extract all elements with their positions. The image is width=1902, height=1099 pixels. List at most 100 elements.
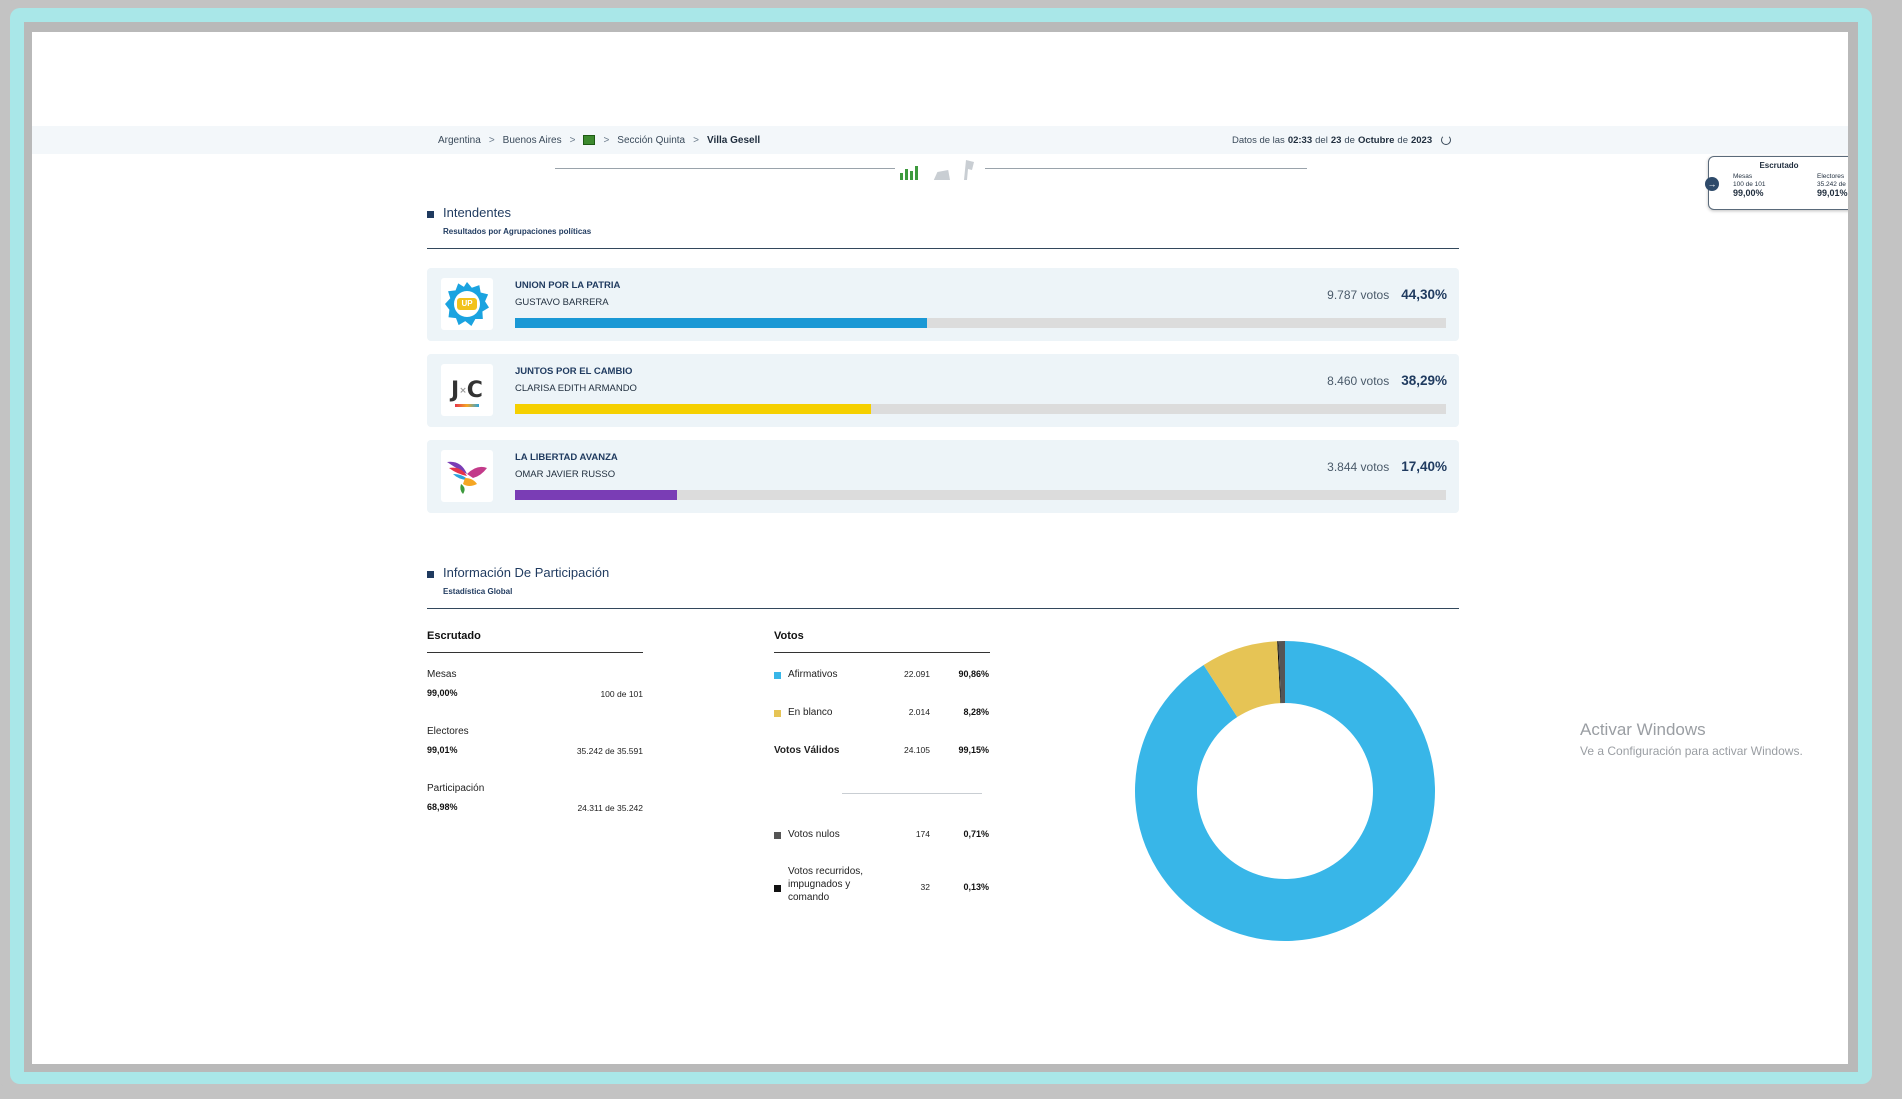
votos-count: 2.014 — [908, 707, 930, 717]
votos-validos-label: Votos Válidos — [774, 745, 840, 756]
switcher-divider — [985, 168, 1307, 169]
votos-nulos-label: Votos nulos — [788, 829, 840, 840]
votes-suffix: votos — [1360, 460, 1390, 474]
donut-slice-votos-recurridos-impugnados-y-comando[interactable] — [1277, 641, 1282, 704]
refresh-icon[interactable] — [1441, 135, 1452, 145]
updated-del: del — [1315, 134, 1328, 146]
widget-electores: Electores 35.242 de 99,01% — [1817, 173, 1848, 198]
flag-icon[interactable] — [964, 160, 974, 180]
progress-fill — [515, 490, 677, 500]
legend-swatch — [774, 672, 781, 679]
legend-swatch — [774, 885, 781, 892]
party-logo — [441, 450, 493, 502]
windows-activation-watermark: Activar Windows Ve a Configuración para … — [1580, 720, 1803, 758]
escrutado-title: Escrutado — [427, 630, 481, 642]
section-title: Intendentes — [443, 205, 511, 220]
breadcrumb-item-seccion[interactable]: Sección Quinta — [617, 134, 686, 146]
widget-mesas-detail: 100 de 101 — [1733, 181, 1766, 188]
breadcrumb-separator: > — [603, 134, 610, 146]
updated-year: 2023 — [1410, 134, 1433, 146]
votos-divider — [842, 793, 982, 794]
breadcrumb-current: Villa Gesell — [706, 134, 761, 146]
last-updated: Datos de las 02:33 del 23 de Octubre de … — [1232, 126, 1452, 154]
breadcrumb: Argentina > Buenos Aires > > Sección Qui… — [438, 126, 760, 154]
votos-recurridos-label: Votos recurridos, impugnados y comando — [788, 866, 864, 903]
escrutado-divider — [427, 652, 643, 653]
section-marker-icon — [427, 211, 434, 218]
votos-nulos-percent: 0,71% — [963, 829, 989, 839]
donut-slice-afirmativos[interactable] — [1135, 641, 1435, 941]
vote-count: 8.460 — [1327, 374, 1358, 388]
updated-prefix: Datos de las — [1232, 134, 1285, 146]
vote-summary: 3.844 votos 17,40% — [1327, 459, 1447, 474]
progress-fill — [515, 318, 928, 328]
progress-fill — [515, 404, 872, 414]
breadcrumb-separator: > — [488, 134, 495, 146]
jxc-logo-icon: J×C — [451, 378, 483, 407]
stat-detail: 35.242 de 35.591 — [576, 746, 643, 756]
breadcrumb-separator: > — [569, 134, 576, 146]
widget-electores-label: Electores — [1817, 173, 1845, 180]
votos-label: En blanco — [788, 707, 833, 718]
lla-logo-icon — [447, 461, 487, 494]
progress-track — [515, 404, 1446, 414]
updated-de: de — [1344, 134, 1355, 146]
vote-percent: 17,40% — [1401, 459, 1447, 474]
watermark-title: Activar Windows — [1580, 720, 1706, 739]
vote-count: 3.844 — [1327, 460, 1358, 474]
vote-summary: 9.787 votos 44,30% — [1327, 287, 1447, 302]
party-logo: UP — [441, 278, 493, 330]
breadcrumb-bar: Argentina > Buenos Aires > > Sección Qui… — [32, 126, 1848, 154]
party-name: JUNTOS POR EL CAMBIO — [515, 366, 633, 377]
votos-recurridos-percent: 0,13% — [963, 882, 989, 892]
section-divider — [427, 248, 1459, 249]
candidate-card[interactable]: J×C JUNTOS POR EL CAMBIO CLARISA EDITH A… — [427, 354, 1459, 427]
progress-track — [515, 490, 1446, 500]
results-page: Argentina > Buenos Aires > > Sección Qui… — [32, 32, 1848, 1064]
updated-time: 02:33 — [1287, 134, 1313, 146]
legend-swatch — [774, 832, 781, 839]
widget-electores-detail: 35.242 de — [1817, 181, 1846, 188]
party-name: UNION POR LA PATRIA — [515, 280, 621, 291]
votos-count: 22.091 — [904, 669, 930, 679]
legend-swatch — [774, 710, 781, 717]
candidate-card[interactable]: UP UNION POR LA PATRIA GUSTAVO BARRERA 9… — [427, 268, 1459, 341]
votos-label: Afirmativos — [788, 669, 838, 680]
donut-slice-votos-nulos[interactable] — [1278, 641, 1285, 704]
escrutado-widget[interactable]: → Escrutado Mesas 100 de 101 99,00% Elec… — [1705, 156, 1848, 210]
province-flag-icon[interactable] — [583, 135, 596, 145]
donut-slice-en-blanco[interactable] — [1203, 641, 1281, 718]
party-name: LA LIBERTAD AVANZA — [515, 452, 618, 463]
vote-percent: 44,30% — [1401, 287, 1447, 302]
watermark-subtitle: Ve a Configuración para activar Windows. — [1580, 744, 1803, 758]
up-logo-icon: UP — [445, 282, 489, 326]
votos-recurridos-count: 32 — [920, 882, 930, 892]
candidate-name: GUSTAVO BARRERA — [515, 297, 609, 308]
map-icon[interactable] — [933, 170, 950, 180]
stat-percent: 99,01% — [427, 745, 458, 755]
candidate-card[interactable]: LA LIBERTAD AVANZA OMAR JAVIER RUSSO 3.8… — [427, 440, 1459, 513]
widget-mesas-pct: 99,00% — [1733, 188, 1764, 198]
stat-detail: 24.311 de 35.242 — [577, 803, 643, 813]
stat-label: Mesas — [427, 669, 457, 680]
breadcrumb-item-buenos-aires[interactable]: Buenos Aires — [502, 134, 562, 146]
vote-count: 9.787 — [1327, 288, 1358, 302]
breadcrumb-separator: > — [693, 134, 699, 146]
vote-percent: 38,29% — [1401, 373, 1447, 388]
widget-mesas-label: Mesas — [1733, 173, 1753, 180]
bar-chart-icon[interactable] — [900, 166, 918, 180]
arrow-icon[interactable]: → — [1705, 177, 1719, 191]
votes-suffix: votos — [1360, 374, 1390, 388]
breadcrumb-item-argentina[interactable]: Argentina — [438, 134, 481, 146]
party-logo: J×C — [441, 364, 493, 416]
votos-percent: 8,28% — [963, 707, 989, 717]
section-title: Información De Participación — [443, 565, 610, 580]
stat-label: Electores — [427, 726, 469, 737]
votes-donut-chart — [1135, 641, 1435, 941]
progress-track — [515, 318, 1446, 328]
votos-divider — [774, 652, 990, 653]
candidate-name: CLARISA EDITH ARMANDO — [515, 383, 637, 394]
votos-validos-percent: 99,15% — [958, 745, 989, 755]
updated-month: Octubre — [1357, 134, 1395, 146]
section-subtitle: Estadística Global — [443, 587, 513, 596]
